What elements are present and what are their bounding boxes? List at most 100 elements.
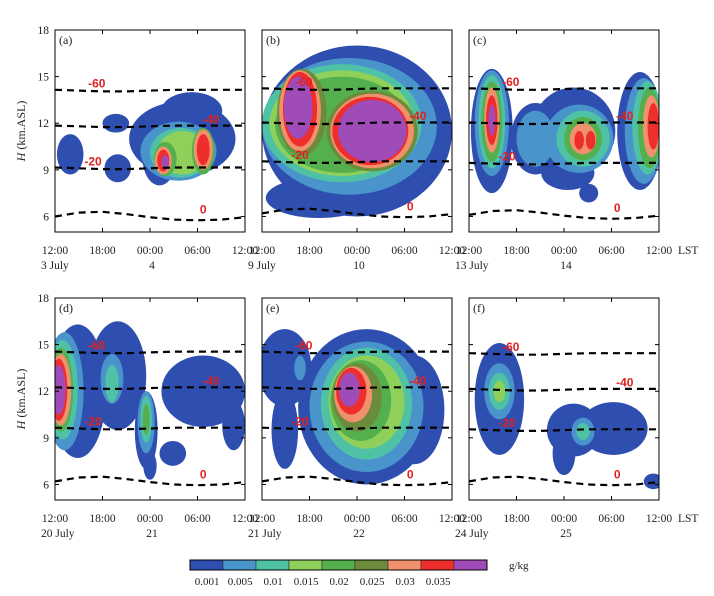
x-tick-label: 00:00 xyxy=(137,513,163,525)
x-tick-label: 06:00 xyxy=(184,245,210,257)
isotherm-line xyxy=(262,207,452,219)
date-label: 9 July xyxy=(248,260,276,272)
panel-f: -60 -40 -20 0 (f) 12:00 18:00 00:00 06:00 12:00 24… xyxy=(455,297,698,540)
colorbar-swatch xyxy=(453,559,488,571)
isotherm-label: -40 xyxy=(202,374,220,388)
contour-region xyxy=(574,131,584,150)
isotherm-line xyxy=(469,87,659,91)
date-label: 21 July xyxy=(248,528,282,540)
isotherm-line xyxy=(262,160,452,164)
contour-region xyxy=(56,134,84,175)
date-label: 21 xyxy=(146,528,158,540)
panels-layer: -60 -40 -20 0 (a) 12:00 18:00 00:00 06:00 12:00 3 … xyxy=(38,25,699,540)
mixing-ratio-field xyxy=(470,68,659,203)
panel-c: -60 -40 -20 0 (c) 12:00 18:00 00:00 06:00 12:00 13… xyxy=(455,29,698,272)
panel-d: -60 -40 -20 0 (d) 12:00 18:00 00:00 06:00 12:00 20… xyxy=(38,293,259,540)
colorbar-level-label: 0.001 xyxy=(195,576,220,588)
y-tick-label: 15 xyxy=(38,340,50,352)
contour-region xyxy=(338,372,360,407)
isotherm-line xyxy=(469,209,659,220)
x-tick-label: 12:00 xyxy=(646,513,672,525)
contour-region xyxy=(647,103,659,150)
isotherm-label: -20 xyxy=(498,150,516,164)
x-tick-label: 06:00 xyxy=(184,513,210,525)
x-tick-label: 12:00 xyxy=(456,245,482,257)
isotherm-label: -20 xyxy=(84,415,102,429)
y-axis-title: H (km.ASL) xyxy=(14,101,28,163)
y-tick-label: 18 xyxy=(38,25,50,37)
y-tick-label: 9 xyxy=(43,165,49,177)
contour-region xyxy=(579,183,599,203)
isotherm-line xyxy=(55,210,245,222)
date-label: 10 xyxy=(353,260,365,272)
panel-e: -60 -40 -20 0 (e) 12:00 18:00 00:00 06:00 12:00 21… xyxy=(248,297,465,540)
date-label: 13 July xyxy=(455,260,489,272)
x-tick-label: 12:00 xyxy=(249,245,275,257)
colorbar-frame xyxy=(189,559,488,571)
isotherm-line xyxy=(55,475,245,487)
isotherm-label: -40 xyxy=(616,376,634,390)
x-tick-label: 00:00 xyxy=(551,513,577,525)
isotherm-label: 0 xyxy=(614,201,621,215)
x-tick-label: 12:00 xyxy=(232,245,258,257)
contour-region xyxy=(576,423,590,441)
x-tick-label: 18:00 xyxy=(296,245,322,257)
colorbar-swatch xyxy=(420,559,455,571)
colorbar-level-label: 0.025 xyxy=(360,576,385,588)
isotherm-line xyxy=(55,166,245,171)
isotherm-line xyxy=(55,124,245,129)
contour-region xyxy=(161,92,223,130)
x-tick-label: 12:00 xyxy=(439,513,465,525)
contour-region xyxy=(643,473,659,490)
isotherm-label: -20 xyxy=(84,154,102,168)
isotherm-label: 0 xyxy=(200,467,207,481)
isotherm-line xyxy=(262,350,452,355)
mixing-ratio-field xyxy=(55,321,245,480)
x-tick-label: 06:00 xyxy=(391,513,417,525)
contour-region xyxy=(552,431,576,476)
date-label: 25 xyxy=(560,528,572,540)
y-axis-layer: H (km.ASL) H (km.ASL) xyxy=(14,101,28,431)
colorbar-level-label: 0.01 xyxy=(264,576,283,588)
isotherm-line xyxy=(55,386,245,390)
contour-region xyxy=(338,99,407,163)
contour-region xyxy=(161,355,245,427)
x-tick-label: 00:00 xyxy=(344,245,370,257)
contour-region xyxy=(294,355,306,381)
isotherm-line xyxy=(55,350,245,355)
colorbar-swatch xyxy=(255,559,290,571)
date-label: 4 xyxy=(149,260,155,272)
isotherm-label: -60 xyxy=(502,340,520,354)
isotherm-label: -60 xyxy=(88,77,106,91)
isotherm-label: 0 xyxy=(200,202,207,216)
panel-label: (a) xyxy=(59,33,72,47)
colorbar-swatch xyxy=(288,559,323,571)
x-tick-label: 12:00 xyxy=(646,245,672,257)
isotherm-line xyxy=(262,87,452,91)
date-label: 3 July xyxy=(41,260,69,272)
y-tick-label: 6 xyxy=(43,479,49,491)
contour-region xyxy=(271,391,299,469)
isotherm-line xyxy=(262,386,452,390)
colorbar-swatch xyxy=(222,559,257,571)
panel-label: (c) xyxy=(473,33,486,47)
isotherm-label: -60 xyxy=(295,338,313,352)
x-tick-label: 18:00 xyxy=(503,245,529,257)
isotherm-label: -40 xyxy=(202,112,220,126)
mixing-ratio-field xyxy=(262,329,445,485)
x-tick-label: 12:00 xyxy=(232,513,258,525)
contour-region xyxy=(488,104,496,136)
x-tick-label: 12:00 xyxy=(42,245,68,257)
panel-label: (e) xyxy=(266,301,279,315)
colorbar-level-label: 0.015 xyxy=(294,576,319,588)
x-tick-label: 12:00 xyxy=(439,245,465,257)
colorbar-swatch xyxy=(354,559,389,571)
isotherm-line xyxy=(469,121,659,126)
panel-label: (d) xyxy=(59,301,73,315)
contour-region xyxy=(585,131,596,150)
colorbar-unit: g/kg xyxy=(509,560,529,572)
isotherm-label: -20 xyxy=(291,415,309,429)
y-tick-label: 18 xyxy=(38,293,50,305)
contour-region xyxy=(102,113,130,133)
colorbar-level-label: 0.005 xyxy=(228,576,253,588)
